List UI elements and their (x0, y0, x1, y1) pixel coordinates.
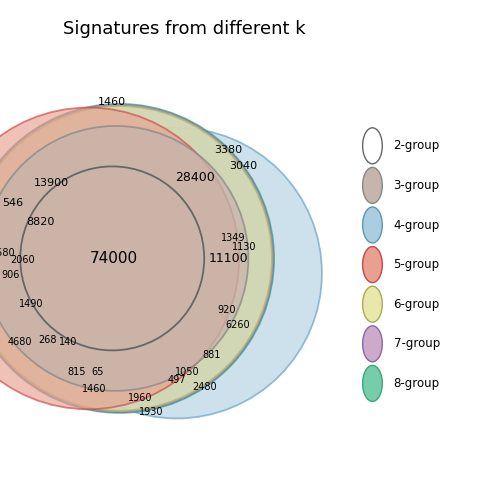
Text: 2060: 2060 (10, 255, 34, 265)
Text: 1960: 1960 (128, 393, 152, 403)
Text: Signatures from different k: Signatures from different k (62, 20, 305, 38)
Text: 546: 546 (3, 198, 24, 208)
Circle shape (0, 126, 248, 391)
Text: 1349: 1349 (221, 233, 246, 243)
Text: 4-group: 4-group (394, 219, 440, 231)
Text: 268: 268 (38, 335, 56, 345)
Text: 8820: 8820 (26, 217, 54, 227)
Circle shape (0, 107, 239, 409)
Text: 1460: 1460 (98, 97, 127, 107)
Text: 65: 65 (91, 367, 104, 376)
Text: 4680: 4680 (8, 337, 32, 347)
Text: 7-group: 7-group (394, 337, 440, 350)
Circle shape (0, 104, 274, 413)
Circle shape (362, 326, 382, 362)
Text: 2-group: 2-group (394, 139, 440, 152)
Circle shape (362, 286, 382, 322)
Text: 497: 497 (167, 375, 186, 385)
Text: 3580: 3580 (0, 248, 15, 258)
Text: 74000: 74000 (90, 251, 138, 266)
Text: 6260: 6260 (225, 320, 249, 330)
Circle shape (362, 207, 382, 243)
Circle shape (0, 106, 272, 411)
Circle shape (362, 246, 382, 283)
Circle shape (0, 105, 273, 412)
Text: 3040: 3040 (229, 161, 257, 171)
Text: 1050: 1050 (175, 367, 200, 377)
Text: 5-group: 5-group (394, 258, 440, 271)
Text: 13900: 13900 (34, 178, 69, 188)
Text: 906: 906 (1, 270, 20, 280)
Text: 881: 881 (203, 350, 221, 360)
Circle shape (31, 128, 322, 418)
Text: 1930: 1930 (139, 407, 163, 417)
Text: 11100: 11100 (208, 252, 248, 265)
Circle shape (362, 167, 382, 204)
Text: 140: 140 (59, 337, 77, 347)
Circle shape (362, 365, 382, 401)
Text: 3-group: 3-group (394, 179, 440, 192)
Text: 2480: 2480 (192, 382, 217, 392)
Circle shape (362, 128, 382, 164)
Text: 1130: 1130 (232, 242, 257, 253)
Text: 1460: 1460 (82, 384, 106, 394)
Text: 1490: 1490 (19, 299, 43, 309)
Text: 920: 920 (217, 305, 235, 315)
Text: 8-group: 8-group (394, 377, 440, 390)
Text: 815: 815 (67, 367, 86, 376)
Text: 6-group: 6-group (394, 298, 440, 310)
Text: 28400: 28400 (175, 171, 215, 184)
Text: 3380: 3380 (214, 145, 242, 155)
